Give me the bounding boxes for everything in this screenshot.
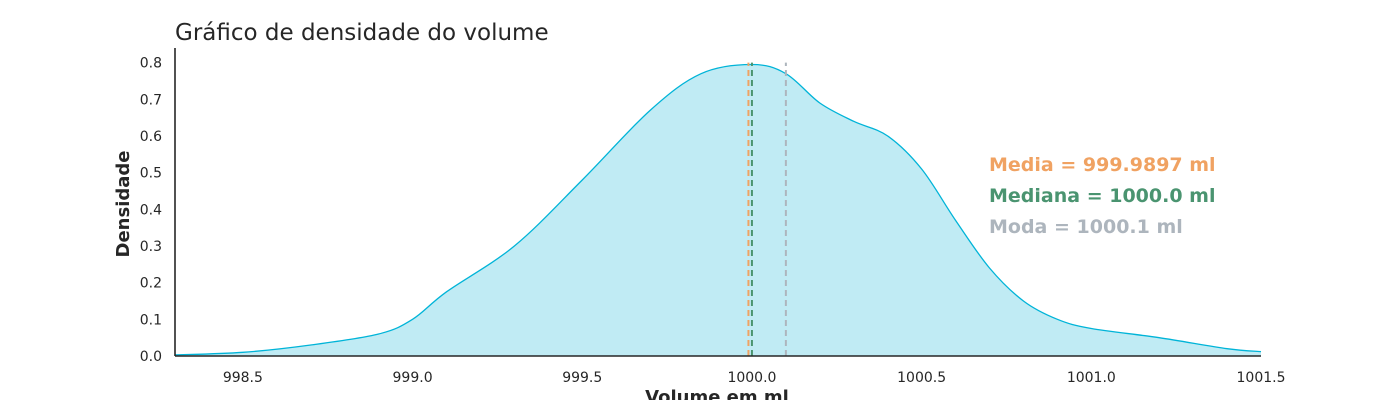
- y-tick-label: 0.5: [140, 166, 162, 182]
- y-axis-ticks: 0.0 0.1 0.2 0.3 0.4 0.5 0.6 0.7 0.8: [140, 56, 162, 365]
- x-tick-label: 1000.5: [897, 370, 946, 386]
- y-tick-label: 0.7: [140, 92, 162, 108]
- density-area-fill: [175, 64, 1261, 356]
- x-tick-label: 999.0: [393, 370, 433, 386]
- density-curve: [174, 63, 1262, 356]
- plot-area: [174, 62, 1262, 356]
- x-axis-label: Volume em ml: [645, 387, 789, 400]
- chart-title: Gráfico de densidade do volume: [175, 20, 549, 46]
- y-tick-label: 0.0: [140, 349, 162, 365]
- y-tick-label: 0.1: [140, 312, 162, 328]
- y-tick-label: 0.6: [140, 129, 162, 145]
- annotation-mediana: Mediana = 1000.0 ml: [989, 185, 1215, 207]
- x-tick-label: 1001.5: [1237, 370, 1286, 386]
- y-axis-label: Densidade: [113, 151, 134, 258]
- x-tick-label: 999.5: [562, 370, 602, 386]
- x-tick-label: 1001.0: [1067, 370, 1116, 386]
- annotation-moda: Moda = 1000.1 ml: [989, 216, 1183, 238]
- stat-annotations: Media = 999.9897 ml Mediana = 1000.0 ml Mo…: [989, 154, 1216, 238]
- y-tick-label: 0.2: [140, 276, 162, 292]
- x-axis-ticks: 998.5 999.0 999.5 1000.0 1000.5 1001.0 1001.5: [223, 370, 1286, 386]
- reference-lines: [747, 62, 787, 356]
- annotation-media: Media = 999.9897 ml: [989, 154, 1216, 176]
- x-tick-label: 1000.0: [727, 370, 776, 386]
- y-tick-label: 0.8: [140, 56, 162, 72]
- y-tick-label: 0.3: [140, 239, 162, 255]
- x-tick-label: 998.5: [223, 370, 263, 386]
- y-tick-label: 0.4: [140, 202, 162, 218]
